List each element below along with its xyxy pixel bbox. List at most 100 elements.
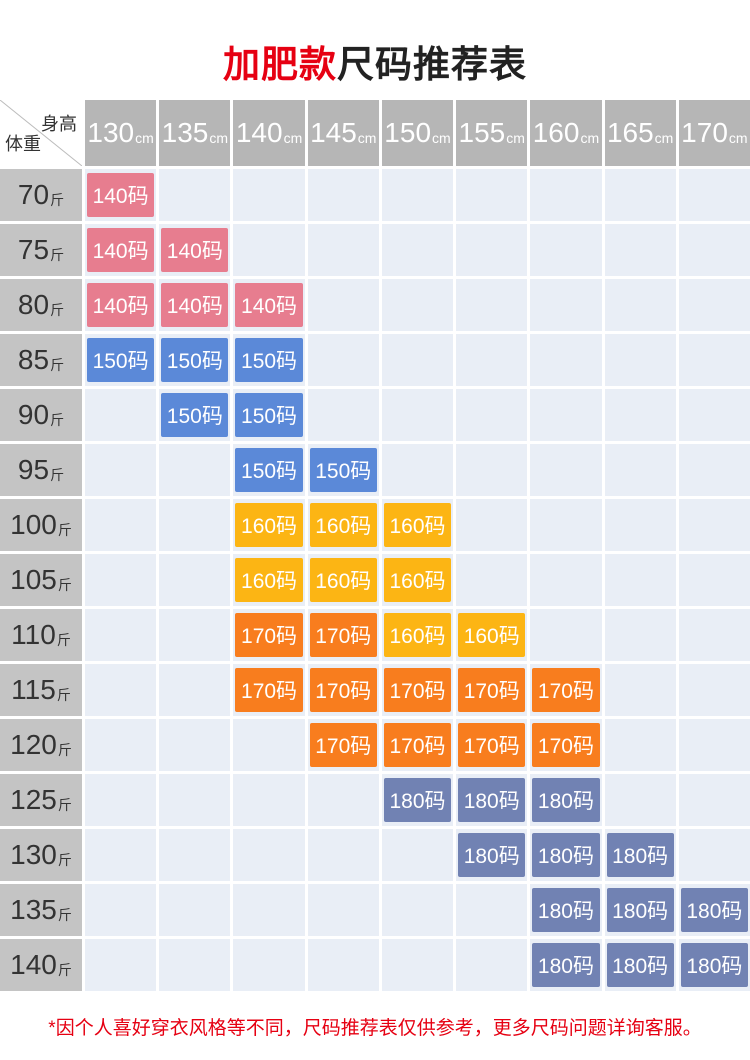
row-header-95jin: 95 斤: [0, 444, 82, 496]
size-badge: 150码: [235, 393, 303, 437]
cell-70jin-145cm: [307, 169, 379, 221]
cell-135jin-145cm: [307, 884, 379, 936]
size-badge: 150码: [161, 393, 229, 437]
cell-105jin-150cm: 160码: [381, 554, 454, 606]
row-header-70jin: 70 斤: [0, 169, 82, 221]
column-header-unit: cm: [580, 130, 600, 146]
size-badge: 150码: [235, 448, 303, 492]
cell-80jin-165cm: [604, 279, 676, 331]
cell-125jin-135cm: [159, 774, 231, 826]
cell-70jin-170cm: [678, 169, 750, 221]
size-badge: 160码: [235, 503, 303, 547]
cell-100jin-155cm: [456, 499, 528, 551]
corner-cell: 身高 体重: [0, 100, 82, 166]
column-header-unit: cm: [135, 130, 154, 146]
row-header-unit: 斤: [50, 412, 65, 428]
cell-135jin-170cm: 180码: [678, 884, 750, 936]
cell-110jin-160cm: [530, 609, 602, 661]
cell-85jin-160cm: [530, 334, 602, 386]
title-rest: 尺码推荐表: [337, 44, 527, 85]
size-badge: 180码: [458, 778, 526, 822]
cell-100jin-135cm: [159, 499, 231, 551]
size-badge: 170码: [383, 668, 452, 712]
column-header-155cm: 155 cm: [456, 100, 528, 166]
cell-135jin-140cm: [233, 884, 305, 936]
column-header-130cm: 130 cm: [85, 100, 157, 166]
cell-140jin-150cm: [381, 939, 454, 991]
column-header-170cm: 170 cm: [678, 100, 750, 166]
size-badge: 180码: [606, 833, 674, 877]
size-badge: 170码: [309, 613, 377, 657]
cell-90jin-155cm: [456, 389, 528, 441]
row-header-value: 115: [11, 674, 56, 705]
size-badge: 160码: [383, 503, 452, 547]
row-header-value: 80: [17, 289, 50, 320]
row-header-unit: 斤: [50, 247, 65, 263]
cell-120jin-135cm: [159, 719, 231, 771]
size-badge: 180码: [532, 778, 600, 822]
size-badge: 140码: [87, 283, 155, 327]
cell-85jin-145cm: [307, 334, 379, 386]
row-header-135jin: 135 斤: [0, 884, 82, 936]
cell-90jin-150cm: [381, 389, 454, 441]
cell-100jin-160cm: [530, 499, 602, 551]
cell-115jin-160cm: 170码: [530, 664, 602, 716]
cell-70jin-140cm: [233, 169, 305, 221]
cell-125jin-145cm: [307, 774, 379, 826]
cell-135jin-135cm: [159, 884, 231, 936]
cell-75jin-165cm: [604, 224, 676, 276]
row-header-130jin: 130 斤: [0, 829, 82, 881]
size-badge: 140码: [87, 228, 155, 272]
cell-115jin-150cm: 170码: [381, 664, 454, 716]
cell-70jin-160cm: [530, 169, 602, 221]
size-badge: 180码: [383, 778, 452, 822]
size-badge: 170码: [309, 668, 377, 712]
row-header-value: 135: [10, 894, 57, 925]
row-header-value: 140: [10, 949, 57, 980]
cell-85jin-155cm: [456, 334, 528, 386]
row-header-unit: 斤: [50, 192, 65, 208]
cell-110jin-155cm: 160码: [456, 609, 528, 661]
column-header-value: 135: [161, 117, 209, 148]
cell-95jin-130cm: [85, 444, 157, 496]
size-badge: 170码: [383, 723, 452, 767]
cell-120jin-155cm: 170码: [456, 719, 528, 771]
column-header-value: 170: [681, 117, 728, 148]
cell-100jin-130cm: [85, 499, 157, 551]
size-badge: 180码: [458, 833, 526, 877]
cell-105jin-135cm: [159, 554, 231, 606]
cell-75jin-160cm: [530, 224, 602, 276]
cell-90jin-130cm: [85, 389, 157, 441]
cell-105jin-145cm: 160码: [307, 554, 379, 606]
size-badge: 170码: [458, 723, 526, 767]
size-table: 身高 体重 130 cm 135 cm 140 cm 145 cm 150 cm 155 cm 160 cm 1…: [0, 100, 750, 991]
size-badge: 140码: [161, 283, 229, 327]
size-badge: 140码: [87, 173, 155, 217]
row-header-105jin: 105 斤: [0, 554, 82, 606]
cell-110jin-140cm: 170码: [233, 609, 305, 661]
row-header-unit: 斤: [57, 522, 72, 538]
cell-140jin-145cm: [307, 939, 379, 991]
cell-95jin-160cm: [530, 444, 602, 496]
cell-85jin-130cm: 150码: [85, 334, 157, 386]
row-header-unit: 斤: [57, 577, 72, 593]
cell-125jin-165cm: [604, 774, 676, 826]
cell-120jin-160cm: 170码: [530, 719, 602, 771]
cell-130jin-130cm: [85, 829, 157, 881]
cell-95jin-165cm: [604, 444, 676, 496]
row-header-85jin: 85 斤: [0, 334, 82, 386]
cell-80jin-170cm: [678, 279, 750, 331]
cell-125jin-140cm: [233, 774, 305, 826]
cell-135jin-160cm: 180码: [530, 884, 602, 936]
column-header-value: 130: [87, 117, 135, 148]
row-header-value: 130: [10, 839, 57, 870]
column-header-145cm: 145 cm: [307, 100, 379, 166]
row-header-120jin: 120 斤: [0, 719, 82, 771]
cell-75jin-145cm: [307, 224, 379, 276]
row-header-unit: 斤: [57, 907, 72, 923]
cell-90jin-160cm: [530, 389, 602, 441]
column-header-unit: cm: [654, 130, 674, 146]
column-header-135cm: 135 cm: [159, 100, 231, 166]
row-header-125jin: 125 斤: [0, 774, 82, 826]
